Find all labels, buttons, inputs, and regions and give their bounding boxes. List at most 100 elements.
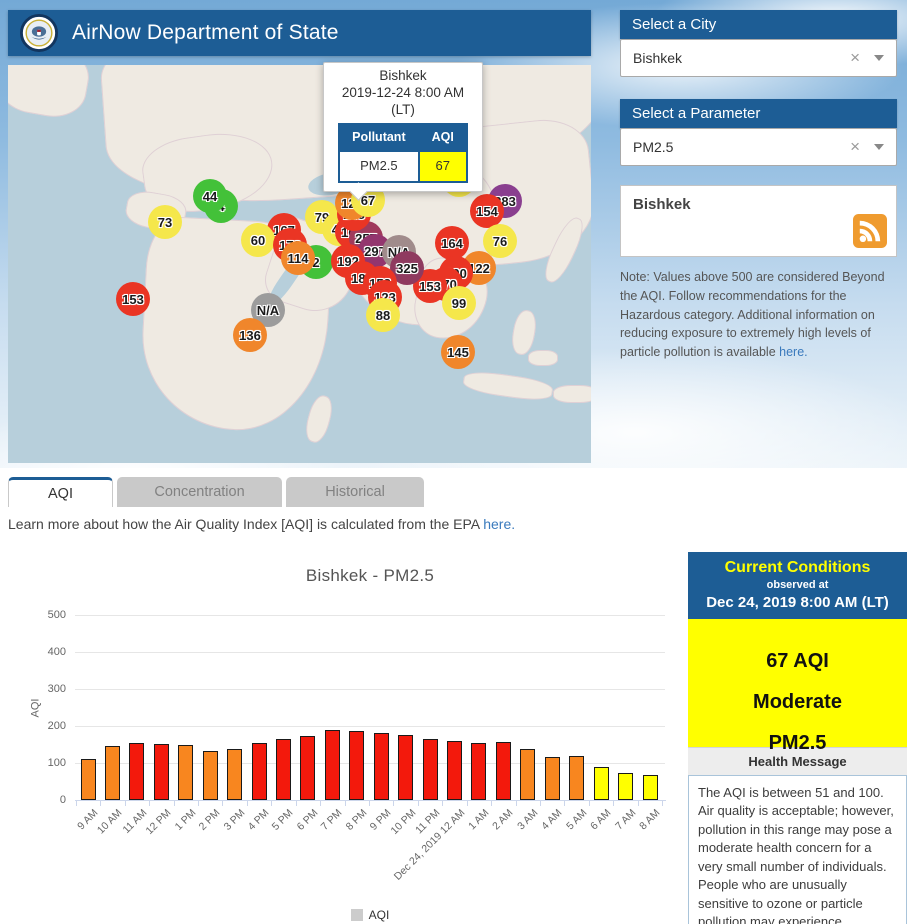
city-select[interactable]: Bishkek ×: [620, 39, 897, 77]
chart-bar-8-pm[interactable]: [349, 731, 365, 800]
x-axis-tick-label: 6 PM: [294, 807, 321, 833]
map-marker-76[interactable]: 76: [483, 224, 517, 258]
chart-bar-6-pm[interactable]: [300, 735, 316, 800]
x-axis-tick-label: 7 AM: [612, 807, 639, 833]
x-axis-tick-label: 3 AM: [514, 807, 541, 833]
learn-more-text: Learn more about how the Air Quality Ind…: [8, 516, 516, 532]
map-marker-73[interactable]: 73: [148, 205, 182, 239]
x-axis-tick: [491, 800, 493, 806]
map-marker-136[interactable]: 136: [233, 318, 267, 352]
chart-bar-4-pm[interactable]: [251, 742, 267, 800]
map-marker-88[interactable]: 88: [366, 298, 400, 332]
map-landmass: [8, 65, 94, 123]
chart-bar-9-pm[interactable]: [373, 733, 389, 800]
chart-bar-5-am[interactable]: [569, 756, 585, 800]
chart-bar-9-am[interactable]: [80, 759, 96, 800]
map-marker-99[interactable]: 99: [442, 286, 476, 320]
x-axis-tick: [197, 800, 199, 806]
chart-gridline: [75, 689, 665, 690]
x-axis-tick-label: 12 PM: [143, 807, 174, 837]
chart-bar-7-pm[interactable]: [324, 729, 340, 800]
legend-swatch: [350, 909, 363, 921]
x-axis-tick-label: 10 PM: [388, 807, 419, 837]
x-axis-tick-label: 11 AM: [120, 807, 150, 836]
map-marker-44[interactable]: 44: [193, 179, 227, 213]
map-marker-153[interactable]: 153: [116, 282, 150, 316]
map-tooltip: Bishkek 2019-12-24 8:00 AM (LT) Pollutan…: [323, 62, 483, 192]
chart-bar-3-am[interactable]: [520, 748, 536, 800]
chevron-down-icon[interactable]: [874, 55, 884, 61]
map-marker-na[interactable]: N/A: [251, 293, 285, 327]
current-conditions-panel: Current Conditions observed at Dec 24, 2…: [688, 552, 907, 924]
x-axis-tick-label: 2 AM: [490, 807, 516, 833]
world-aqi-map[interactable]: 4447379167601782114153N/A136982831547616…: [8, 65, 591, 463]
note-here-link[interactable]: here.: [779, 345, 808, 359]
chart-bar-5-pm[interactable]: [275, 738, 291, 800]
y-axis-tick-label: 400: [47, 646, 66, 658]
parameter-clear-icon[interactable]: ×: [850, 137, 860, 156]
chart-bar-1-pm[interactable]: [178, 745, 194, 800]
x-axis-tick-label: 4 PM: [245, 807, 272, 833]
chart-bar-dec-24-2019-12-am[interactable]: [447, 740, 463, 800]
tab-historical[interactable]: Historical: [286, 477, 424, 507]
x-axis-tick-label: 8 AM: [637, 807, 663, 833]
legend-label: AQI: [368, 908, 390, 922]
chart-bar-11-am[interactable]: [129, 742, 145, 800]
tab-concentration[interactable]: Concentration: [117, 477, 282, 507]
x-axis-tick: [540, 800, 542, 806]
chart-gridline: [75, 726, 665, 727]
chevron-down-icon[interactable]: [874, 144, 884, 150]
map-marker-145[interactable]: 145: [441, 335, 475, 369]
chart-bar-8-am[interactable]: [642, 774, 658, 800]
chart-title: Bishkek - PM2.5: [305, 566, 435, 585]
x-axis-tick-label: 7 PM: [319, 807, 345, 833]
x-axis-tick-label: 10 AM: [95, 807, 125, 837]
x-axis-tick-label: 8 PM: [343, 807, 370, 833]
map-marker-164[interactable]: 164: [435, 226, 469, 260]
chart-bar-3-pm[interactable]: [227, 748, 243, 800]
map-landmass: [461, 368, 555, 404]
y-axis-tick-label: 100: [47, 757, 66, 769]
x-axis-tick: [613, 800, 615, 806]
parameter-select[interactable]: PM2.5 ×: [620, 128, 897, 166]
x-axis-tick-label: 6 AM: [588, 807, 614, 833]
map-marker-114[interactable]: 114: [281, 241, 315, 275]
chart-bar-12-pm[interactable]: [153, 743, 169, 800]
chart-bar-2-am[interactable]: [495, 741, 511, 800]
x-axis-tick: [344, 800, 346, 806]
tab-aqi[interactable]: AQI: [8, 477, 113, 507]
state-department-seal-icon: [20, 14, 58, 52]
city-clear-icon[interactable]: ×: [850, 48, 860, 67]
x-axis-tick: [149, 800, 151, 806]
app-header: AirNow Department of State: [8, 10, 591, 56]
chart-legend[interactable]: AQI: [75, 908, 665, 922]
x-axis-tick: [515, 800, 517, 806]
chart-bar-11-pm[interactable]: [422, 738, 438, 800]
health-message-header: Health Message: [688, 747, 907, 775]
chart-bar-10-pm[interactable]: [398, 735, 414, 800]
x-axis-tick: [222, 800, 224, 806]
map-landmass: [302, 392, 336, 446]
rss-city-label: Bishkek: [633, 196, 691, 213]
chart-y-axis-label: AQI: [29, 698, 42, 718]
current-conditions-title: Current Conditions: [724, 559, 871, 576]
chart-bar-1-am[interactable]: [471, 742, 487, 800]
aqi-parameter: PM2.5: [768, 732, 827, 754]
chart-bar-6-am[interactable]: [593, 767, 609, 800]
x-axis-tick: [246, 800, 248, 806]
map-marker-60[interactable]: 60: [241, 223, 275, 257]
map-marker-154[interactable]: 154: [470, 194, 504, 228]
x-axis-tick: [466, 800, 468, 806]
chart-bar-4-am[interactable]: [544, 757, 560, 800]
chart-bar-7-am[interactable]: [618, 772, 634, 800]
rss-icon[interactable]: [853, 214, 887, 248]
tooltip-aqi-value: 67: [417, 150, 468, 183]
x-axis-tick: [271, 800, 273, 806]
chart-bar-10-am[interactable]: [104, 745, 120, 800]
map-landmass: [553, 385, 591, 403]
map-landmass: [509, 308, 539, 357]
aqi-bar-chart: Bishkek - PM2.5 AQI 0 100 200 300 400 500 9 AM…: [8, 552, 680, 924]
chart-gridline: [75, 763, 665, 764]
chart-bar-2-pm[interactable]: [202, 750, 218, 800]
epa-here-link[interactable]: here.: [483, 516, 516, 532]
